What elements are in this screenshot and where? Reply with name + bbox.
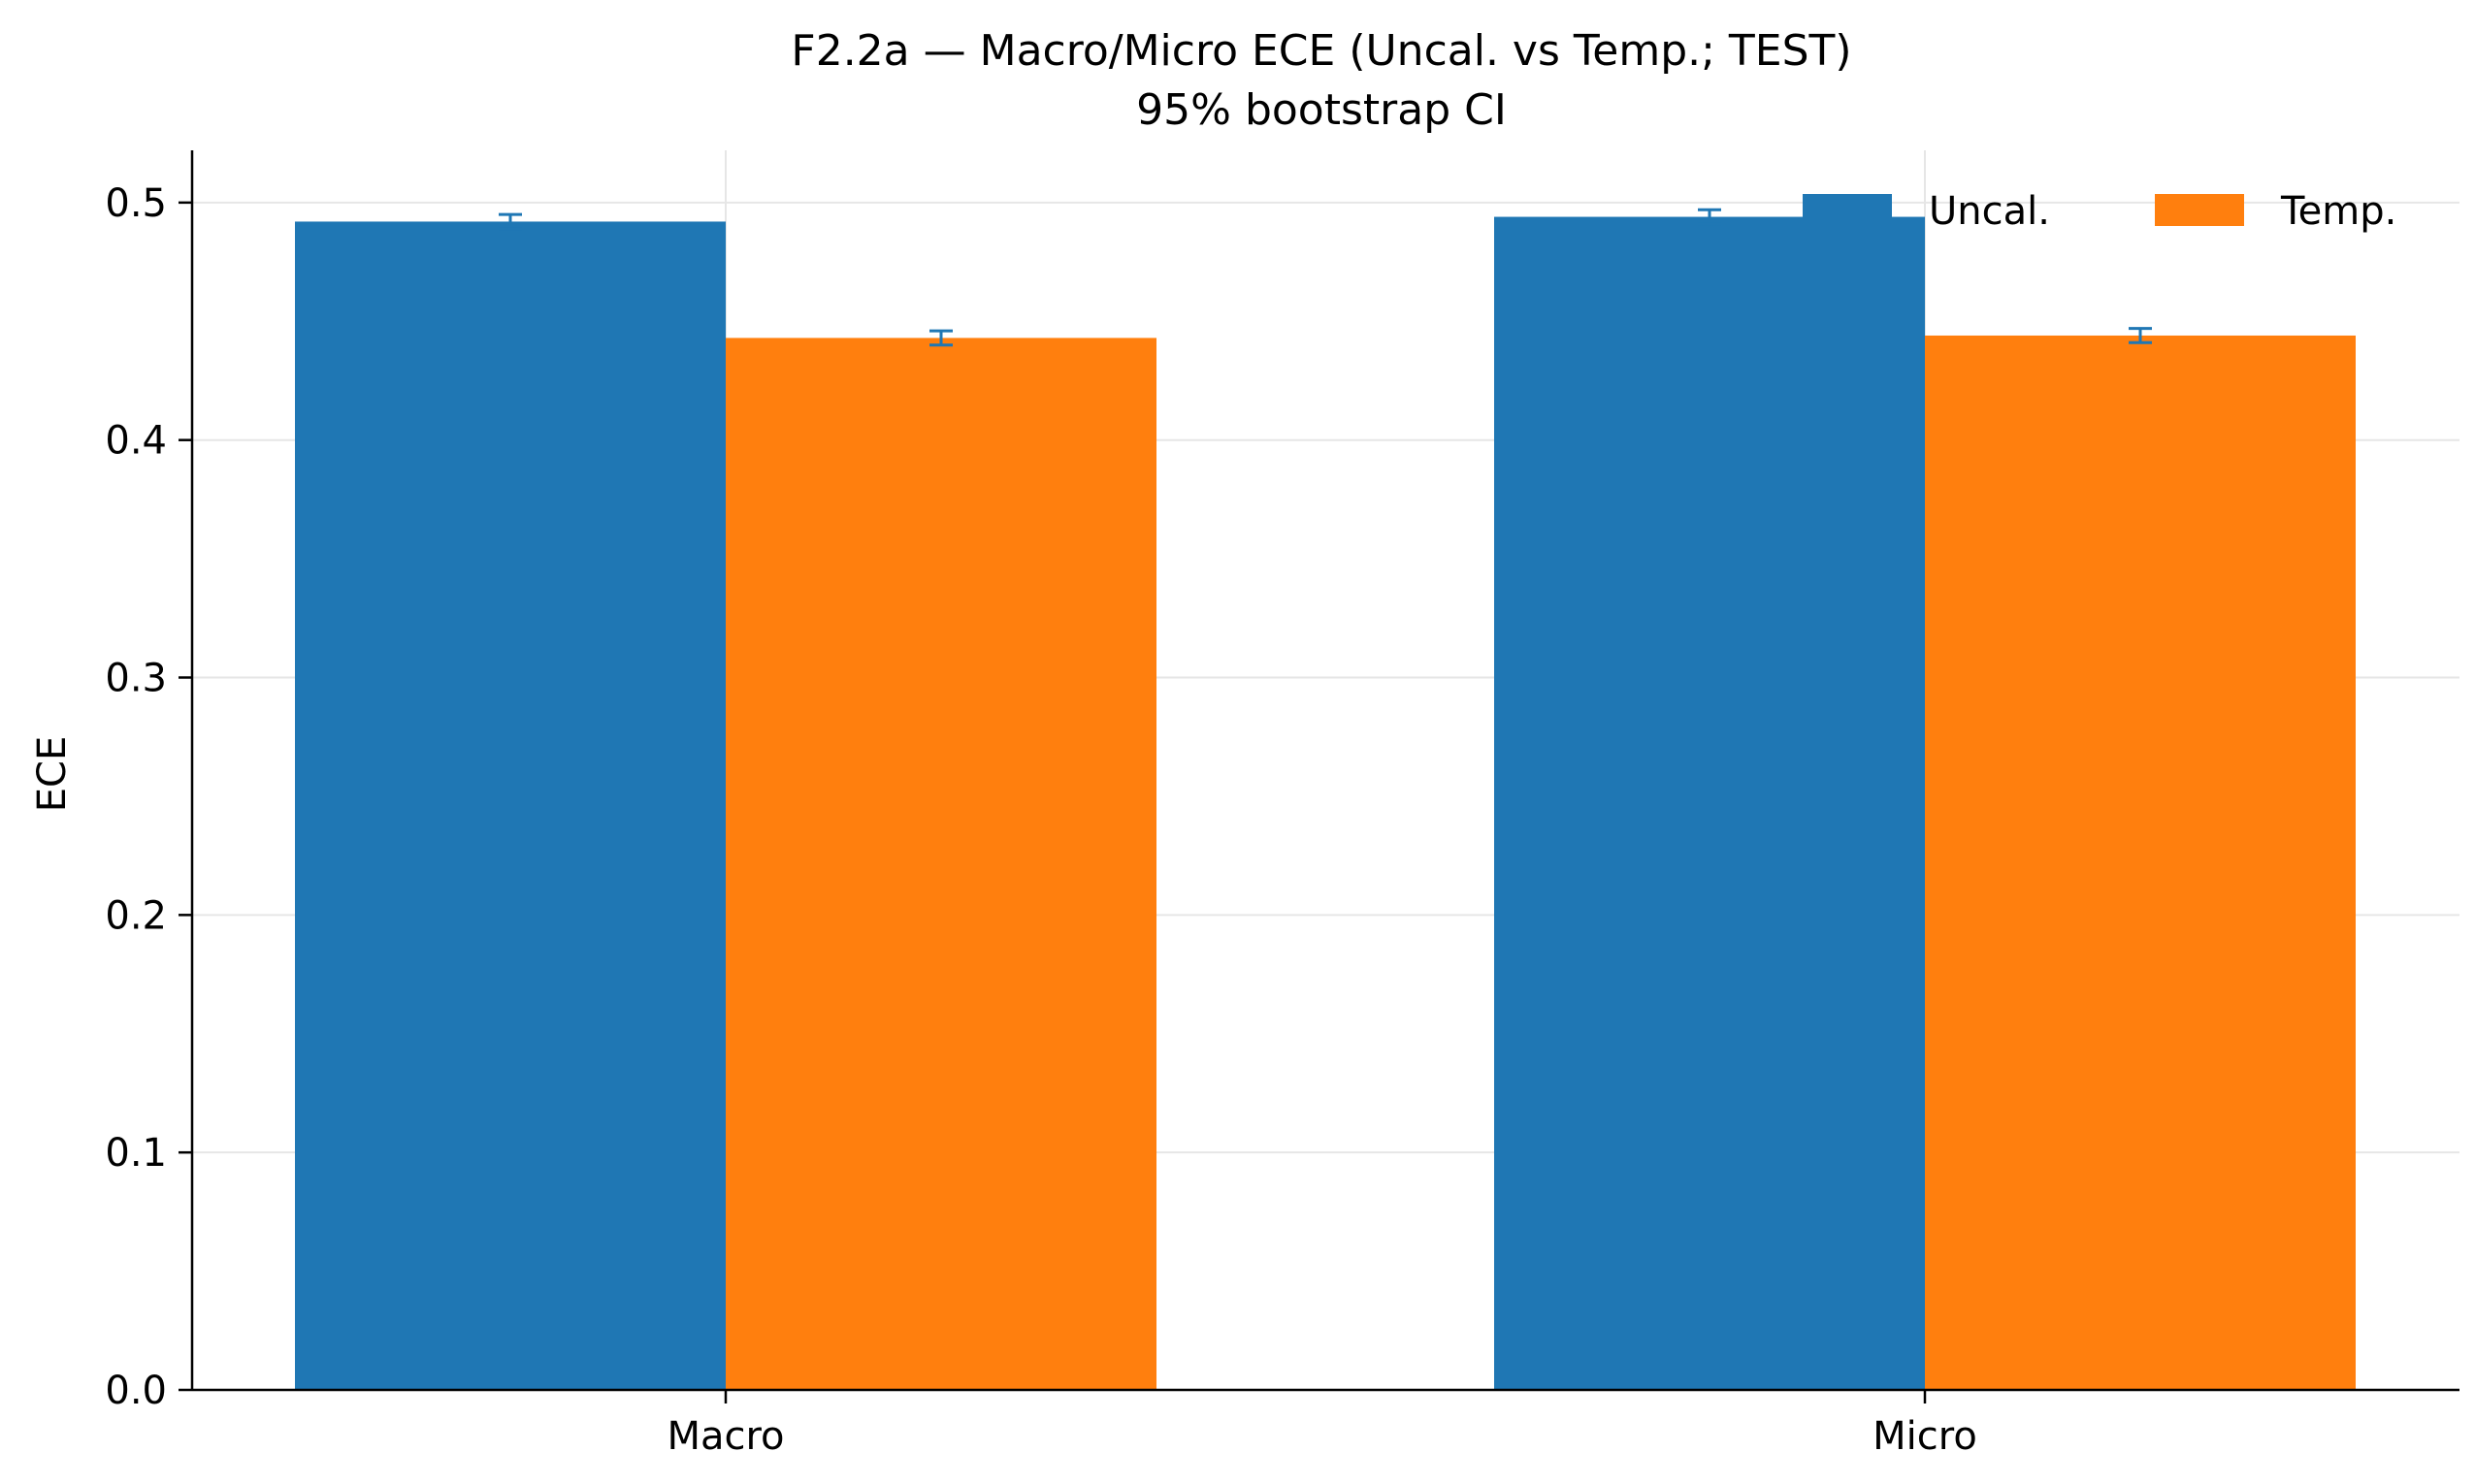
x-tick-label-micro: Micro	[1873, 1414, 1977, 1459]
y-tick-label-1: 0.1	[105, 1131, 167, 1176]
legend-label-uncal: Uncal.	[1929, 189, 2050, 234]
y-axis-label: ECE	[30, 736, 75, 812]
bar-temp-micro	[1925, 335, 2356, 1390]
ticks-layer: 0.0 0.1 0.2 0.3 0.4 0.5 Macro Micro	[105, 181, 1976, 1459]
bar-uncal-micro	[1494, 216, 1925, 1390]
bar-uncal-macro	[295, 221, 726, 1391]
bars-layer	[295, 216, 2356, 1391]
axes-layer	[190, 150, 2459, 1392]
legend: Uncal. Temp.	[1803, 189, 2396, 234]
chart-subtitle: 95% bootstrap CI	[1136, 85, 1507, 135]
x-tick-label-macro: Macro	[667, 1414, 784, 1459]
y-tick-label-0: 0.0	[105, 1369, 167, 1413]
y-tick-label-4: 0.4	[105, 419, 167, 464]
y-tick-label-5: 0.5	[105, 181, 167, 226]
y-tick-label-2: 0.2	[105, 893, 167, 938]
chart-title: F2.2a — Macro/Micro ECE (Uncal. vs Temp.…	[791, 26, 1851, 76]
error-bars-layer	[499, 208, 2152, 347]
legend-swatch-temp	[2155, 194, 2244, 226]
legend-swatch-uncal	[1803, 194, 1892, 226]
legend-label-temp: Temp.	[2280, 189, 2396, 234]
y-tick-label-3: 0.3	[105, 657, 167, 701]
bar-temp-macro	[726, 338, 1156, 1390]
